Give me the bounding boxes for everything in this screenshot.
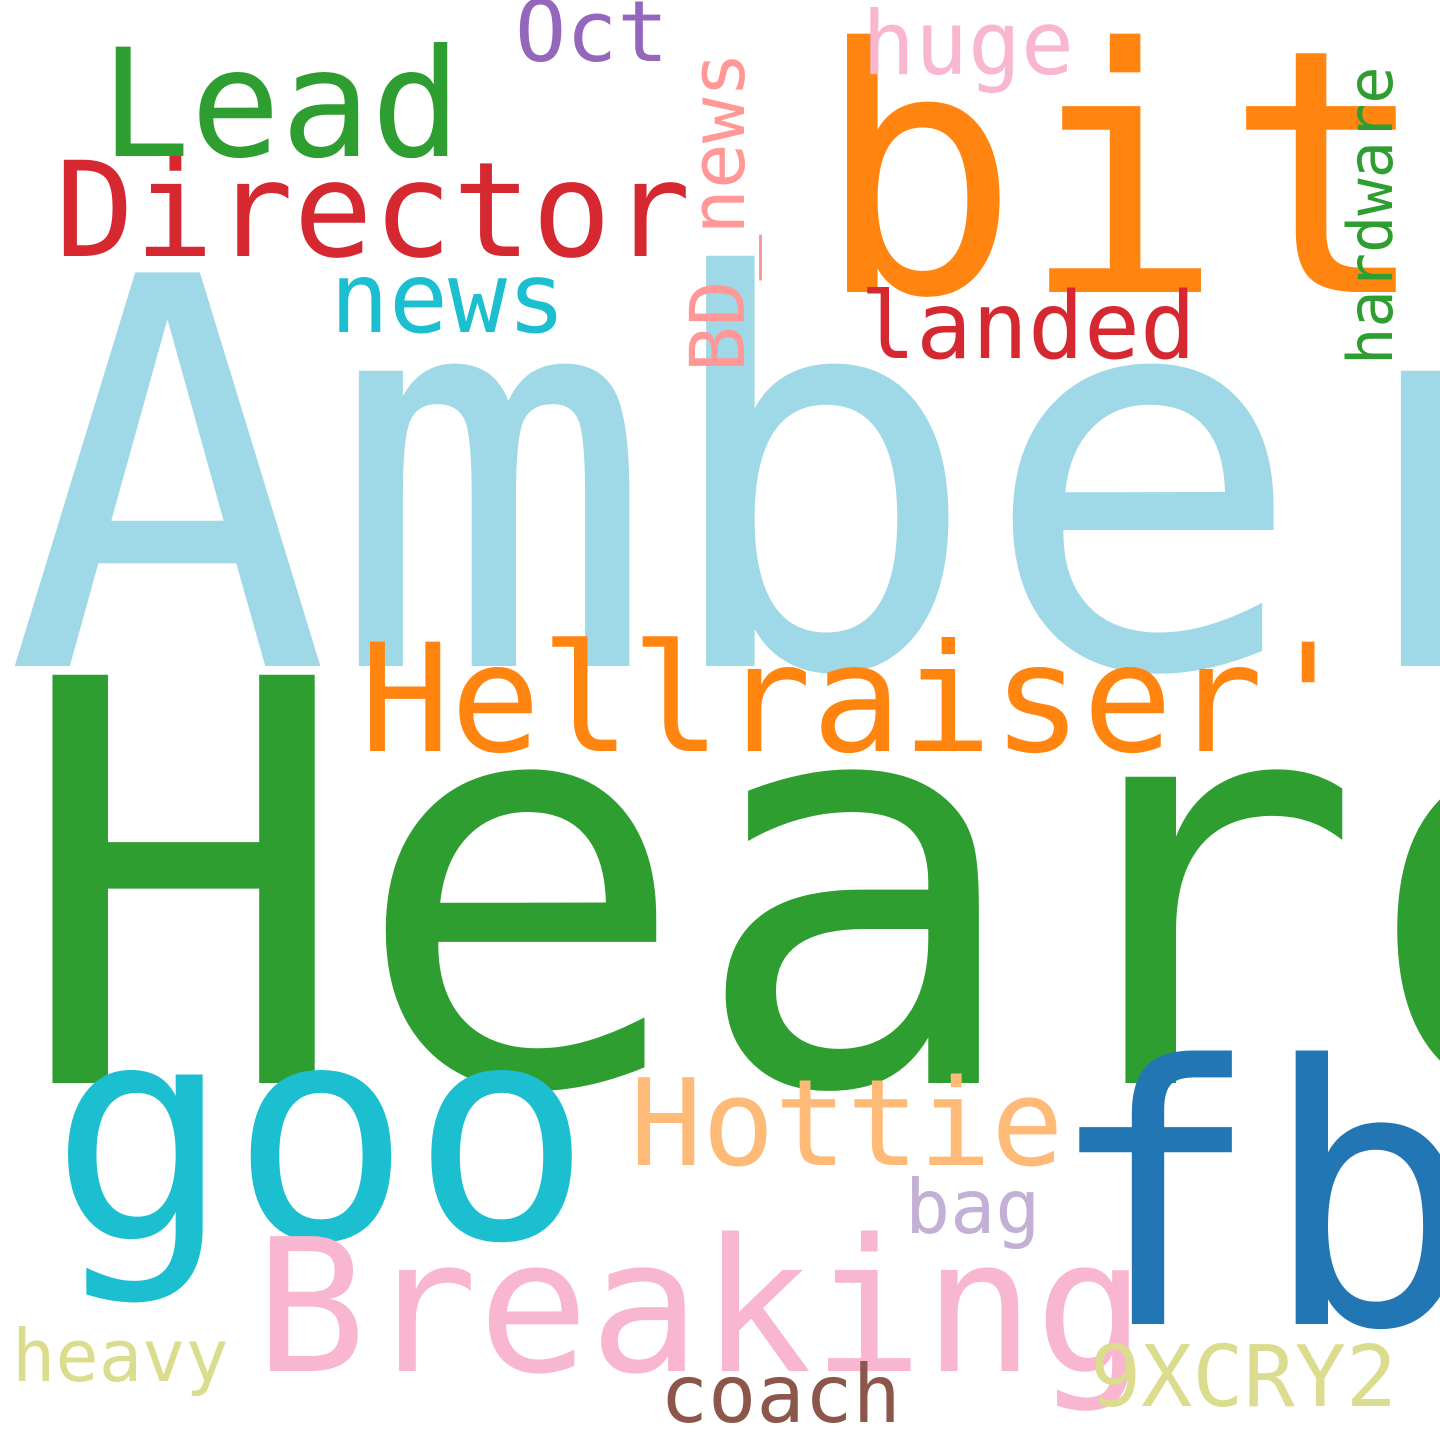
word-lead: Lead xyxy=(100,18,462,192)
word-goo: goo xyxy=(50,960,592,1309)
word-director: Director xyxy=(55,134,691,288)
word-bag: bag xyxy=(905,1163,1041,1251)
word-huge: huge xyxy=(862,0,1074,95)
word-oct: Oct xyxy=(515,0,669,82)
word-landed: landed xyxy=(860,272,1196,380)
word-hardware: hardware xyxy=(1334,66,1407,365)
word-heard: Heard xyxy=(15,564,1440,1216)
word-hellraiser: Hellraiser' xyxy=(360,613,1354,787)
word-bit: bit xyxy=(815,0,1430,373)
word-news: news xyxy=(330,242,567,356)
word-bd-news: BD_news xyxy=(673,51,762,372)
word-hottie: Hottie xyxy=(630,1055,1064,1194)
word-coach: coach xyxy=(660,1348,901,1440)
word-9xcry2: 9XCRY2 xyxy=(1090,1328,1398,1427)
word-fb: fb xyxy=(1045,990,1440,1409)
word-breaking: Breaking xyxy=(255,1199,1147,1415)
word-amber: Amber xyxy=(5,166,1440,794)
word-heavy: heavy xyxy=(12,1314,229,1398)
